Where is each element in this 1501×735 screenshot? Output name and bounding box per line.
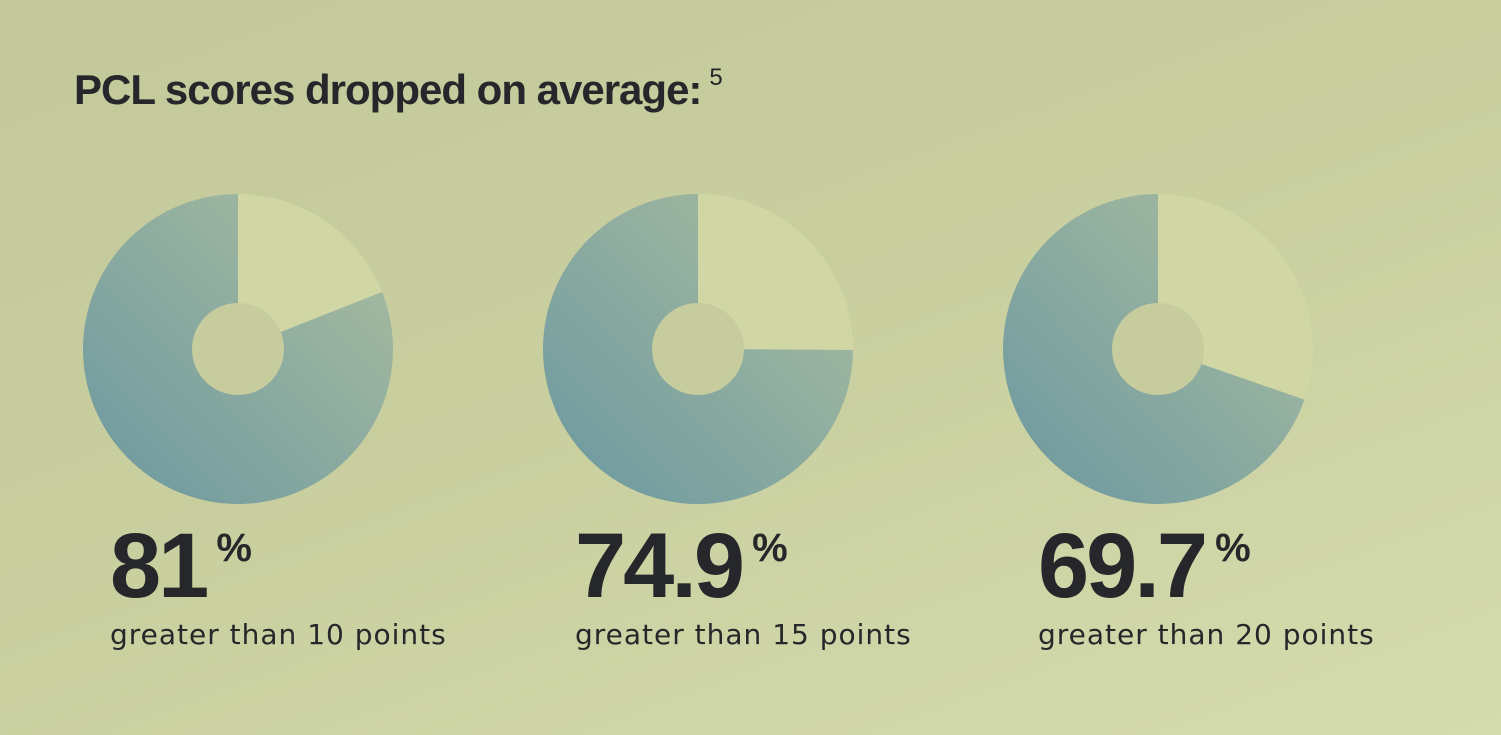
- chart-title: PCL scores dropped on average: 5: [74, 64, 723, 114]
- donut-chart-3: [1003, 194, 1313, 505]
- stat-caption-3: greater than 20 points: [1038, 618, 1375, 651]
- stat-value-3: 69.7: [1038, 515, 1208, 617]
- donut-chart-1: [82, 194, 394, 505]
- stat-value-1: 81: [110, 515, 209, 617]
- stat-caption-1: greater than 10 points: [110, 618, 447, 651]
- stat-block-2: 74.9% greater than 15 points: [575, 520, 912, 651]
- donut-hole-3: [1112, 303, 1204, 395]
- stat-unit-3: %: [1215, 526, 1251, 570]
- stat-unit-1: %: [216, 526, 252, 570]
- donut-chart-2: [542, 194, 853, 505]
- stat-value-2: 74.9: [575, 515, 745, 617]
- stat-block-1: 81% greater than 10 points: [110, 520, 447, 651]
- donut-hole-2: [652, 303, 744, 395]
- remainder-slice-2: [698, 194, 853, 350]
- remainder-slice-1: [238, 194, 383, 349]
- stat-block-3: 69.7% greater than 20 points: [1038, 520, 1375, 651]
- footnote-ref: 5: [709, 64, 722, 91]
- title-text: PCL scores dropped on average:: [74, 66, 702, 113]
- stat-caption-2: greater than 15 points: [575, 618, 912, 651]
- stat-unit-2: %: [752, 526, 788, 570]
- donut-hole-1: [192, 303, 284, 395]
